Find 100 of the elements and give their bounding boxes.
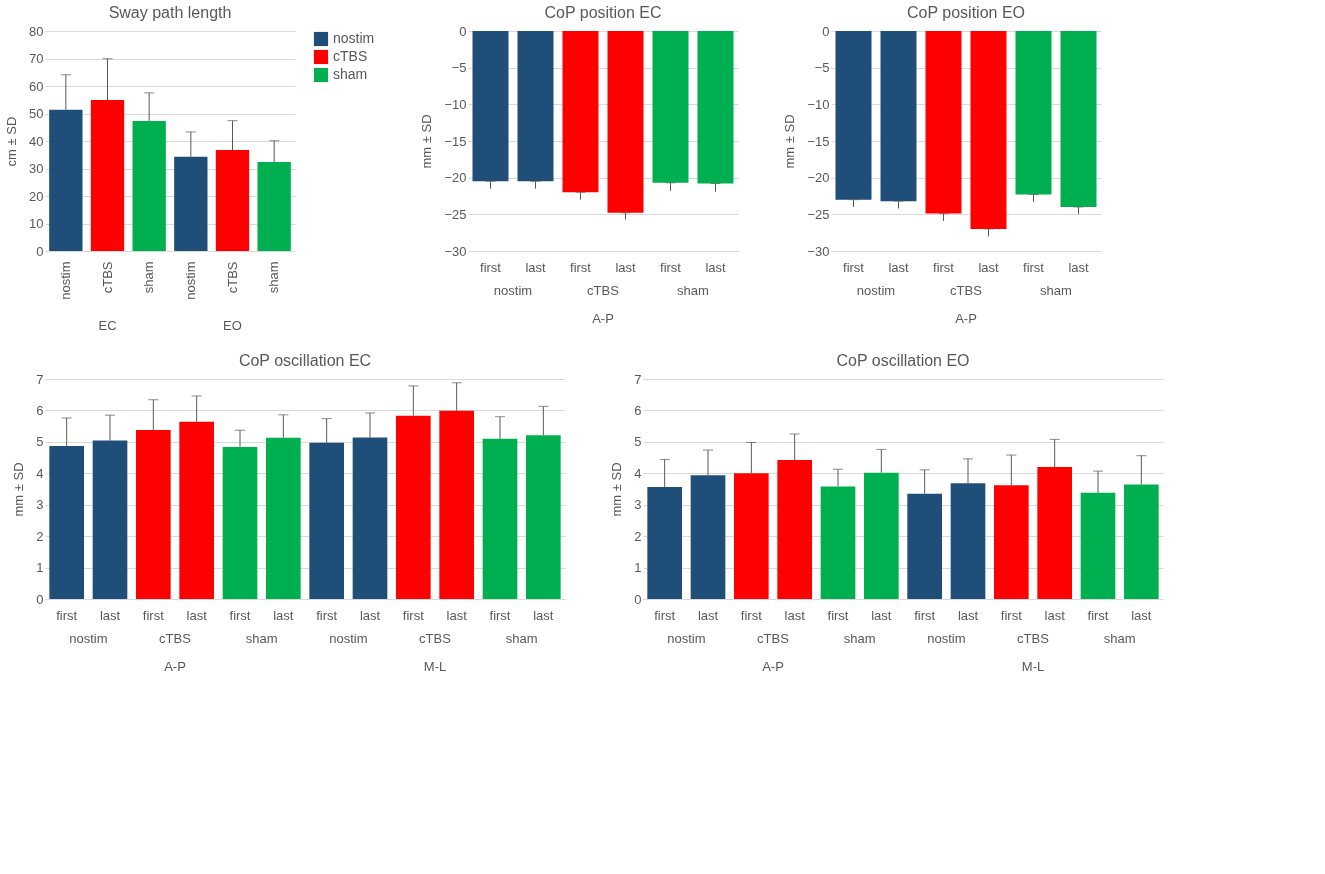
x-tick-label: nostim [182,261,198,300]
chart-title: CoP oscillation EO [836,352,970,369]
y-tick-label: −30 [444,243,467,259]
x-tick-label: first [56,607,78,623]
y-tick-label: 80 [29,23,44,39]
x-tick-label: first [1023,259,1045,275]
text: sham [505,631,538,646]
x-tick-label: first [827,607,849,623]
y-axis-title: mm ± SD [782,114,798,169]
x-tick-label: last [525,259,546,275]
x-tick-label: first [1087,607,1109,623]
x-tick-label: first [1000,607,1023,623]
text: A-P [164,659,186,674]
y-tick-label: 50 [29,106,44,121]
x-tick-label: first [740,607,763,623]
text: cTBS [1017,631,1050,646]
x-tick-label: last [1044,607,1066,623]
x-tick-label: last [273,607,294,623]
legend-label: nostim [333,30,375,46]
x-tick-label: first [316,607,338,623]
text: cTBS [159,631,192,646]
x-tick-label: last [533,607,554,623]
y-tick-label: 2 [36,528,44,544]
y-axis-title: cm ± SD [4,116,20,167]
text: nostim [927,631,966,646]
legend-label: sham [333,66,368,82]
y-tick-label: 3 [36,497,44,513]
text: A-P [762,659,784,674]
x-tick-label: sham [266,261,282,294]
y-tick-label: 5 [634,434,642,450]
x-tick-label: last [186,607,208,623]
text: A-P [592,311,614,326]
y-tick-label: 1 [634,560,642,576]
text: sham [843,631,876,646]
x-tick-label: first [660,259,682,275]
text: EO [223,318,242,333]
y-tick-label: 4 [36,465,44,481]
text: nostim [667,631,706,646]
y-tick-label: 4 [634,465,642,481]
y-tick-label: 1 [36,560,44,576]
x-tick-label: first [489,607,511,623]
y-tick-label: 6 [634,402,642,418]
x-tick-label: last [446,607,468,623]
x-tick-label: first [933,259,955,275]
y-tick-label: 5 [36,434,44,450]
y-tick-label: −25 [807,206,830,222]
y-tick-label: 20 [29,188,44,204]
y-tick-label: 2 [634,528,642,544]
y-tick-label: 60 [29,78,44,94]
x-tick-label: last [871,607,892,623]
x-tick-label: first [229,607,251,623]
text: sham [1103,631,1136,646]
y-tick-label: −15 [807,133,830,149]
text: EC [98,318,117,333]
y-tick-label: −10 [444,96,467,112]
x-tick-label: last [957,607,979,623]
text: cTBS [757,631,790,646]
x-tick-label: last [1068,259,1089,275]
chart-title: CoP position EO [907,4,1025,21]
text: nostim [329,631,368,646]
chart-title: CoP oscillation EC [238,352,372,369]
x-tick-label: cTBS [224,261,240,294]
x-tick-label: last [1131,607,1152,623]
x-tick-label: first [843,259,865,275]
x-tick-label: cTBS [99,261,115,294]
y-tick-label: 30 [29,161,44,176]
x-tick-label: first [570,259,592,275]
x-tick-label: last [615,259,636,275]
x-tick-label: last [697,607,719,623]
text: cTBS [419,631,452,646]
x-tick-label: first [142,607,165,623]
text: nostim [69,631,108,646]
chart-title: Sway path length [108,4,232,21]
legend-label: cTBS [333,48,368,64]
x-tick-label: last [784,607,806,623]
y-tick-label: 0 [634,591,642,607]
x-tick-label: last [888,259,909,275]
y-axis-title: mm ± SD [609,462,625,517]
y-tick-label: 70 [29,51,44,66]
chart-title: CoP position EC [544,4,662,21]
y-axis-title: mm ± SD [11,462,27,517]
text: sham [245,631,278,646]
text: A-P [955,311,977,326]
y-tick-label: 7 [36,371,44,387]
x-tick-label: last [359,607,381,623]
x-tick-label: first [654,607,676,623]
y-tick-label: −30 [807,243,830,259]
x-tick-label: last [978,259,999,275]
x-tick-label: first [914,607,936,623]
text: M-L [423,659,447,674]
y-tick-label: 0 [36,243,44,259]
y-tick-label: 40 [29,133,44,149]
y-tick-label: 0 [822,23,830,39]
x-tick-label: last [705,259,726,275]
x-tick-label: sham [141,261,157,294]
x-tick-label: nostim [57,261,73,300]
y-tick-label: −20 [444,170,467,186]
text: M-L [1021,659,1045,674]
y-tick-label: −5 [814,60,830,76]
y-tick-label: 6 [36,402,44,418]
